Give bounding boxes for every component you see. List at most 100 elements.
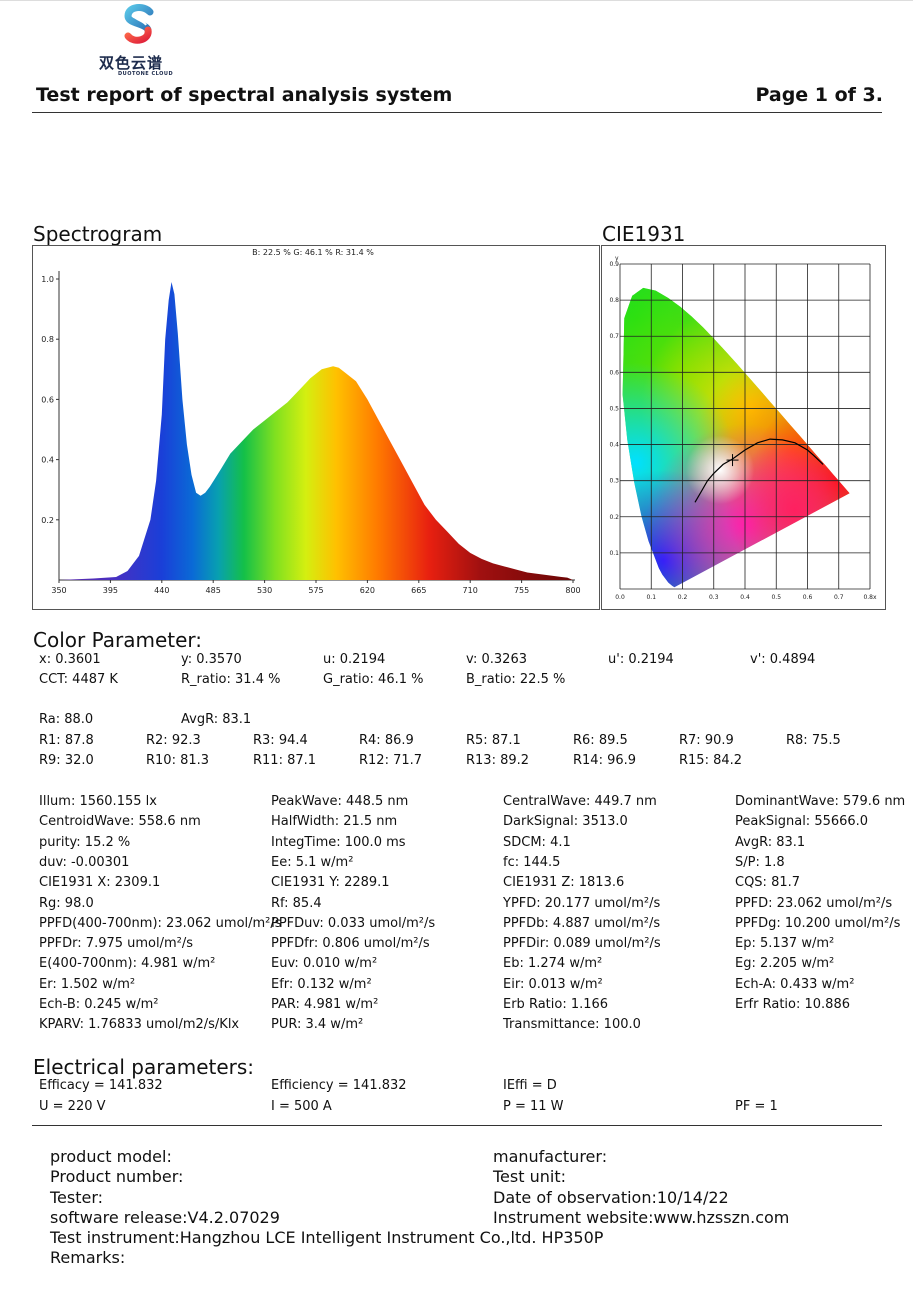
spec-x-tick-530: 530 [257,586,272,595]
footer-test-unit: Test unit: [493,1167,566,1187]
spec-x-tick-800: 800 [565,586,580,595]
logo-icon [124,4,154,44]
cri-r15: R15: 84.2 [679,753,743,768]
param-ppfduv: PPFDuv: 0.033 umol/m²/s [271,915,436,931]
avgr-value: AvgR: 83.1 [181,712,252,727]
param-rg: Rg: 98.0 [39,895,94,911]
logo: 双色云谱 DUOTONE CLOUD [96,4,186,77]
planckian-locus [694,438,824,503]
cie-x-tick-0-8x: 0.8x [863,594,877,601]
param-rf: Rf: 85.4 [271,895,322,911]
param-kparv: KPARV: 1.76833 umol/m2/s/Klx [39,1017,240,1033]
param-cie1931-z: CIE1931 Z: 1813.6 [503,875,625,891]
spec-x-tick-665: 665 [411,586,426,595]
cie-y-tick-0-6: 0.6 [609,369,619,376]
param-par: PAR: 4.981 w/m² [271,997,379,1012]
cie-x-tick-0-5: 0.5 [771,594,781,601]
cie-x-tick-0-2: 0.2 [678,594,688,601]
cri-r2: R2: 92.3 [146,733,201,748]
cie-diagram: y 0.1 0.2 0.3 0.4 0.5 0.6 0.7 0.8 0.9 0.0 0.1 0.2 0… [609,255,877,601]
param-g-ratio: G_ratio: 46.1 % [323,672,424,687]
cri-r14: R14: 96.9 [573,753,637,768]
cri-r7: R7: 90.9 [679,733,734,748]
cie-x-tick-0-4: 0.4 [740,594,750,601]
param-cie1931-x: CIE1931 X: 2309.1 [39,875,161,891]
param-ppfdfr: PPFDfr: 0.806 umol/m²/s [271,936,430,952]
spec-x-tick-755: 755 [514,586,529,595]
param-cct: CCT: 4487 K [39,672,118,687]
param-peakwave: PeakWave: 448.5 nm [271,794,409,809]
electrical-efficacy: Efficacy = 141.832 [39,1078,163,1093]
param-avgr: AvgR: 83.1 [735,834,806,850]
param-eb: Eb: 1.274 w/m² [503,956,603,972]
param-ppfdg: PPFDg: 10.200 umol/m²/s [735,915,901,931]
spectrogram-title: Spectrogram [33,222,163,246]
spec-y-tick-0-8: 0.8 [41,335,54,344]
electrical-efficiency: Efficiency = 141.832 [271,1078,407,1093]
param-ep: Ep: 5.137 w/m² [735,936,835,952]
cri-r6: R6: 89.5 [573,733,628,748]
param-dominantwave: DominantWave: 579.6 nm [735,794,906,809]
cie-y-tick-0-8: 0.8 [609,297,619,304]
logo-name: 双色云谱 [99,54,164,72]
cri-r8: R8: 75.5 [786,733,841,748]
param-r-ratio: R_ratio: 31.4 % [181,672,281,687]
footer-instrument-website: Instrument website:www.hzsszn.com [493,1207,790,1227]
footer-date-of-observation: Date of observation:10/14/22 [493,1187,729,1207]
param-transmittance: Transmittance: 100.0 [503,1017,641,1033]
param-er: Er: 1.502 w/m² [39,976,136,992]
cri-r3: R3: 94.4 [253,733,308,748]
cri-r11: R11: 87.1 [253,753,317,768]
param-halfwidth: HalfWidth: 21.5 nm [271,814,398,830]
footer-product-number: Product number: [50,1167,184,1187]
param-duv: duv: -0.00301 [39,854,130,870]
param-erfr-ratio: Erfr Ratio: 10.886 [735,997,850,1012]
page-number: Page 1 of 3. [755,84,883,106]
param-darksignal: DarkSignal: 3513.0 [503,814,628,830]
param-s-p: S/P: 1.8 [735,854,785,870]
spec-y-tick-0-6: 0.6 [41,395,54,404]
cie-y-axis-label: y [615,255,619,262]
header-divider [32,112,882,113]
cie-y-tick-0-1: 0.1 [609,550,619,557]
electrical-u: U = 220 V [39,1099,106,1114]
logo-subtitle: DUOTONE CLOUD [118,71,174,77]
spec-x-tick-710: 710 [463,586,478,595]
cie-x-tick-0-3: 0.3 [709,594,719,601]
footer-product-model: product model: [50,1147,172,1166]
cie-panel: y 0.1 0.2 0.3 0.4 0.5 0.6 0.7 0.8 0.9 0.0 0.1 0.2 0… [601,245,886,610]
param-v: v: 0.3263 [466,652,527,667]
param-efr: Efr: 0.132 w/m² [271,976,372,992]
param-ee: Ee: 5.1 w/m² [271,854,354,870]
param-sdcm: SDCM: 4.1 [503,834,571,850]
cri-r5: R5: 87.1 [466,733,521,748]
cri-r4: R4: 86.9 [359,733,414,748]
param-centralwave: CentralWave: 449.7 nm [503,794,657,809]
param-ech-a: Ech-A: 0.433 w/m² [735,976,855,992]
footer-manufacturer: manufacturer: [493,1147,608,1166]
cri-r12: R12: 71.7 [359,753,423,768]
param-eir: Eir: 0.013 w/m² [503,976,603,992]
spec-x-tick-620: 620 [360,586,375,595]
param-euv: Euv: 0.010 w/m² [271,956,378,972]
electrical-divider [32,1125,882,1126]
cie-y-tick-0-3: 0.3 [609,478,619,485]
spectrogram-chart: B: 22.5 % G: 46.1 % R: 31.4 % 0.2 0.4 0.6 0… [41,248,580,595]
cie-y-tick-0-9: 0.9 [609,261,619,268]
spectrum-ratio-label: B: 22.5 % G: 46.1 % R: 31.4 % [252,248,374,257]
cie-y-tick-0-5: 0.5 [609,405,619,412]
cri-r10: R10: 81.3 [146,753,210,768]
cie-x-tick-0-0: 0.0 [615,594,625,601]
param-centroidwave: CentroidWave: 558.6 nm [39,814,201,830]
spec-y-tick-0-2: 0.2 [41,516,54,525]
param-x: x: 0.3601 [39,652,101,667]
cie-x-tick-0-7: 0.7 [834,594,844,601]
param-v: v': 0.4894 [750,652,816,667]
cie-y-tick-0-7: 0.7 [609,333,619,340]
param-ech-b: Ech-B: 0.245 w/m² [39,997,159,1012]
electrical-pf: PF = 1 [735,1099,778,1114]
param-illum: Illum: 1560.155 lx [39,794,157,809]
param-integtime: IntegTime: 100.0 ms [271,834,406,850]
param-peaksignal: PeakSignal: 55666.0 [735,814,869,830]
spec-x-tick-575: 575 [308,586,323,595]
